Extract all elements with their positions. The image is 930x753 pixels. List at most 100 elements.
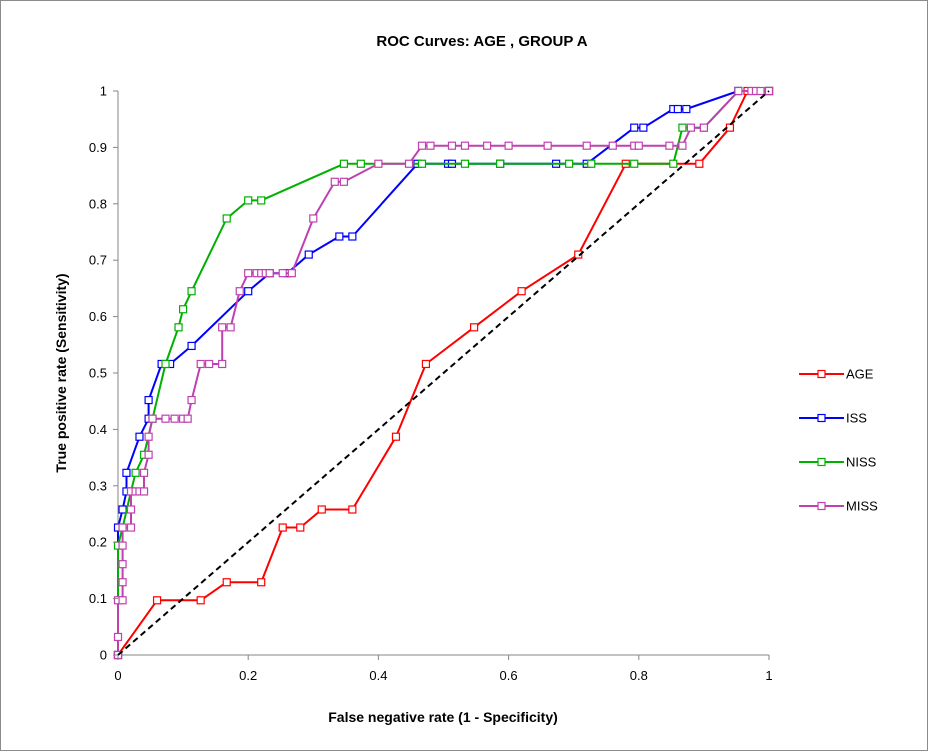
data-point <box>374 159 383 168</box>
data-point <box>678 123 687 132</box>
x-axis-title: False negative rate (1 - Specificity) <box>328 709 558 725</box>
data-point <box>244 287 253 296</box>
data-point <box>417 141 427 150</box>
data-point <box>335 232 344 241</box>
data-point <box>673 104 682 114</box>
data-point <box>630 159 639 168</box>
data-point <box>339 177 348 186</box>
legend-label: ISS <box>846 411 867 426</box>
data-point <box>152 596 162 605</box>
data-point <box>582 141 591 150</box>
data-point <box>695 159 704 168</box>
data-point <box>144 450 153 459</box>
data-point <box>183 414 192 423</box>
data-point <box>356 159 365 168</box>
y-tick-label: 1 <box>100 84 107 99</box>
data-point <box>686 123 695 132</box>
data-point <box>126 505 136 514</box>
data-point <box>330 177 339 186</box>
data-point <box>126 523 136 532</box>
y-axis-title: True positive rate (Sensitivity) <box>53 273 69 472</box>
data-point <box>417 159 427 168</box>
data-point <box>118 578 127 587</box>
data-point <box>118 505 127 514</box>
x-axis-ticks: 0 0.2 0.4 0.6 0.8 1 <box>114 655 773 683</box>
data-point <box>682 104 691 114</box>
data-point <box>483 141 492 150</box>
data-point <box>139 487 149 496</box>
legend-swatch-marker <box>817 369 826 379</box>
data-point <box>222 214 231 223</box>
data-point <box>257 578 266 587</box>
x-tick-label: 0 <box>114 668 121 683</box>
series-line-iss <box>117 90 769 655</box>
data-point <box>304 250 313 259</box>
legend-label: MISS <box>846 499 878 514</box>
y-tick-label: 0 <box>100 648 107 663</box>
data-point <box>348 232 357 241</box>
data-point <box>608 141 617 150</box>
data-point <box>187 287 196 296</box>
data-point <box>122 468 131 477</box>
data-point <box>639 123 648 132</box>
data-point <box>543 141 552 150</box>
legend-label: NISS <box>846 455 877 470</box>
data-point <box>339 159 348 168</box>
data-point <box>404 159 414 168</box>
data-point <box>317 505 326 514</box>
data-point <box>174 323 183 332</box>
data-point <box>496 159 505 168</box>
x-tick-label: 0.8 <box>630 668 648 683</box>
y-tick-label: 0.5 <box>89 366 107 381</box>
data-point <box>170 414 179 423</box>
data-point <box>460 141 470 150</box>
data-point <box>257 196 266 205</box>
legend-label: AGE <box>846 367 874 382</box>
data-point <box>222 578 231 587</box>
data-point <box>565 159 574 168</box>
data-point <box>196 596 205 605</box>
data-point <box>161 359 170 369</box>
data-point <box>348 505 357 514</box>
data-point <box>630 123 639 132</box>
y-tick-label: 0.3 <box>89 478 107 493</box>
data-point <box>218 323 227 332</box>
y-tick-label: 0.6 <box>89 309 107 324</box>
data-point <box>391 432 401 441</box>
data-point <box>447 141 457 150</box>
y-tick-label: 0.9 <box>89 140 107 155</box>
data-point <box>669 159 678 168</box>
data-point <box>179 305 188 314</box>
data-point <box>226 323 235 332</box>
series-niss <box>113 86 774 660</box>
data-point <box>144 395 153 405</box>
data-point <box>734 86 743 96</box>
data-point <box>139 468 149 477</box>
x-tick-label: 0.6 <box>500 668 518 683</box>
data-point <box>196 359 205 369</box>
data-point <box>118 541 127 550</box>
y-tick-label: 0.8 <box>89 196 107 211</box>
data-point <box>118 560 127 569</box>
legend-item-niss: NISS <box>799 455 877 470</box>
legend-swatch-marker <box>817 501 826 511</box>
data-point <box>278 269 287 278</box>
data-point <box>517 287 526 296</box>
data-point <box>161 414 170 423</box>
legend-item-miss: MISS <box>799 499 878 514</box>
data-point <box>235 287 244 296</box>
data-point <box>205 359 214 369</box>
plot-area <box>113 86 774 660</box>
x-tick-label: 0.2 <box>239 668 257 683</box>
data-point <box>144 432 153 441</box>
legend-item-iss: ISS <box>799 411 867 426</box>
data-point <box>587 159 596 168</box>
data-point <box>278 523 287 532</box>
x-tick-label: 1 <box>765 668 772 683</box>
y-tick-label: 0.1 <box>89 591 107 606</box>
data-point <box>678 141 687 150</box>
legend-item-age: AGE <box>799 367 874 382</box>
data-point <box>469 323 479 332</box>
